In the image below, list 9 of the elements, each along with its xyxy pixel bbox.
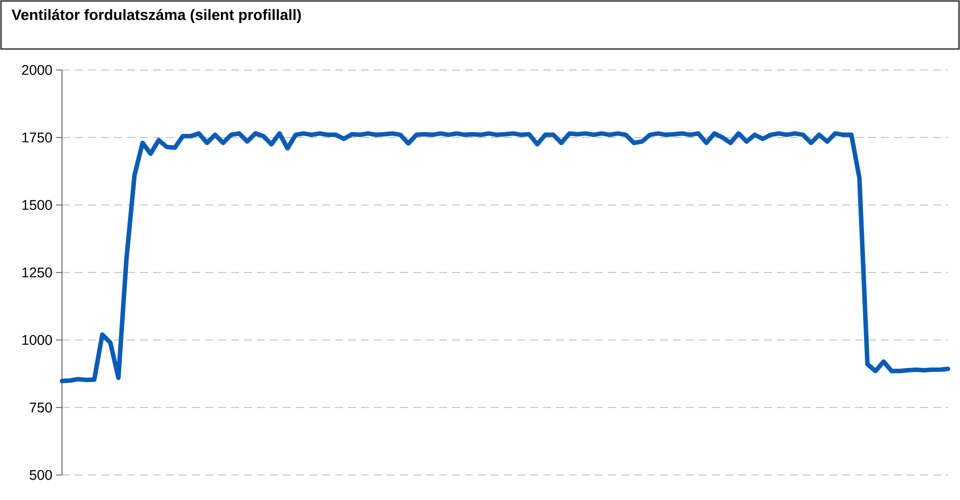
line-series	[60, 131, 950, 384]
y-tick-label: 1750	[22, 132, 52, 142]
y-tick-label: 2000	[22, 65, 52, 75]
y-tick-label: 1000	[22, 335, 52, 345]
y-tick-label: 1250	[22, 268, 52, 278]
chart-title: Ventilátor fordulatszáma (silent profillall)	[12, 8, 301, 24]
y-tick-label: 1500	[22, 200, 52, 210]
y-tick-label: 750	[30, 402, 52, 412]
y-tick-label: 500	[30, 470, 52, 480]
